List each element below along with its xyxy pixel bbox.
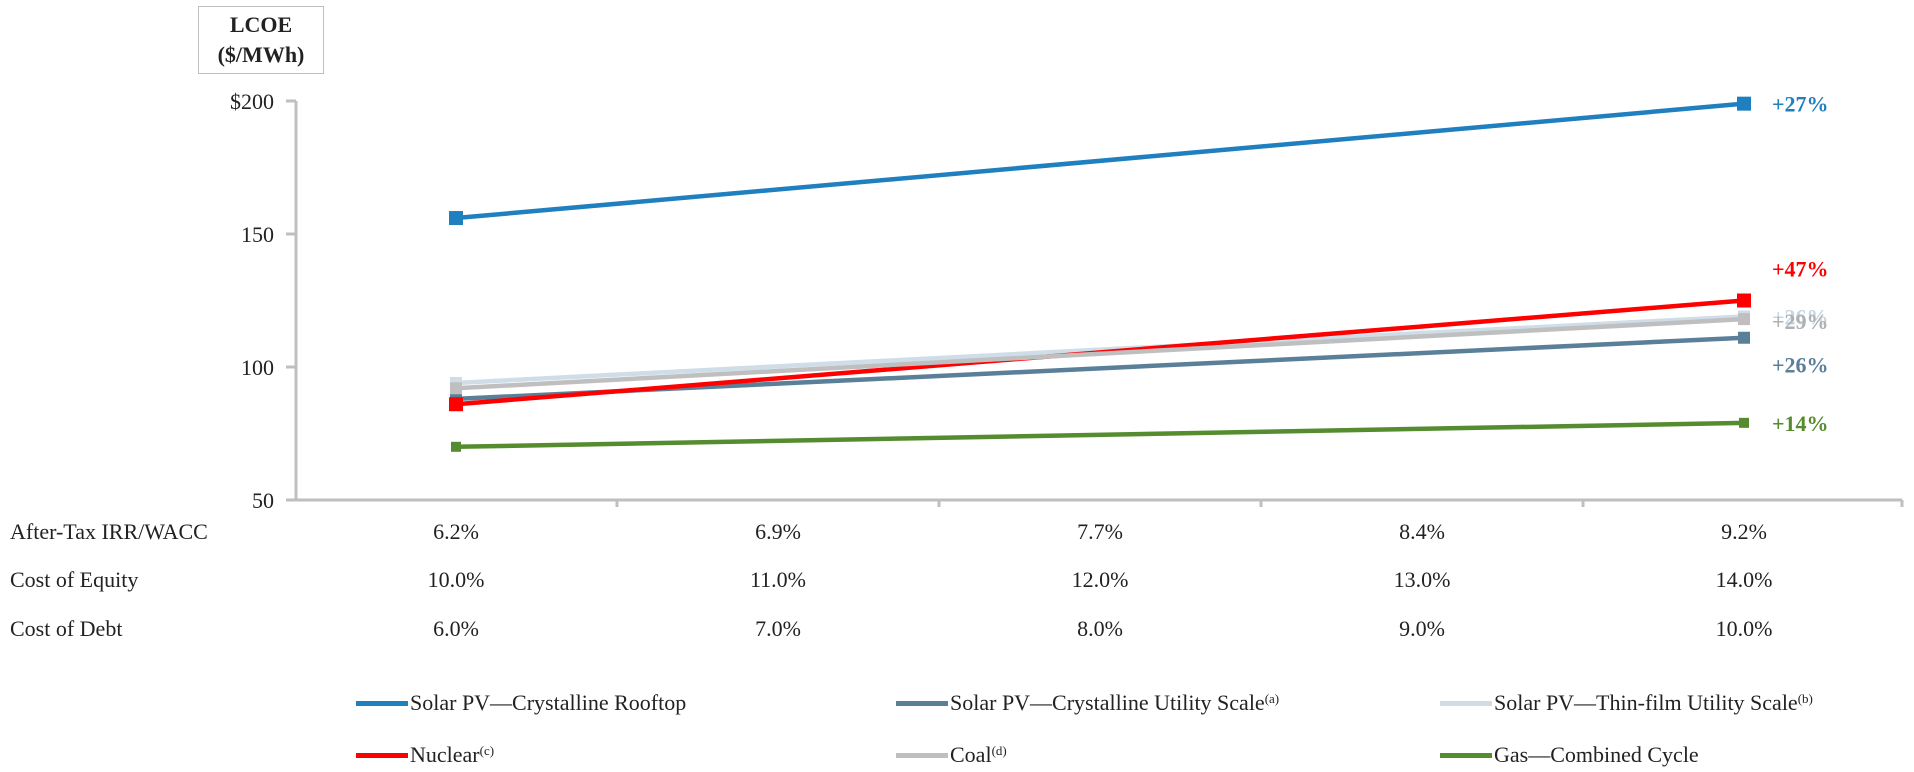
- x-tick-label: 8.0%: [1077, 616, 1123, 641]
- series-end-label: +26%: [1772, 353, 1829, 378]
- series-end-label: +29%: [1772, 309, 1829, 334]
- x-tick-label: 9.0%: [1399, 616, 1445, 641]
- series-line: [455, 101, 1745, 221]
- series-end-label: +14%: [1772, 411, 1829, 436]
- x-tick-label: 8.4%: [1399, 519, 1445, 544]
- y-axis-label-line-1: LCOE: [229, 12, 293, 37]
- x-row-label: Cost of Debt: [10, 616, 122, 641]
- y-tick-label: 100: [241, 355, 274, 380]
- y-axis-label-box: LCOE ($/MWh): [198, 6, 324, 74]
- legend-label: Nuclear: [410, 742, 480, 767]
- series-line: [455, 316, 1745, 391]
- x-tick-label: 9.2%: [1721, 519, 1767, 544]
- x-row-label: After-Tax IRR/WACC: [10, 519, 208, 544]
- legend-footnote: (b): [1797, 691, 1813, 706]
- series-marker: [1737, 293, 1751, 308]
- legend-label: Gas—Combined Cycle: [1494, 742, 1699, 767]
- legend-swatch: [1440, 752, 1492, 758]
- legend-item: Solar PV—Crystalline Utility Scale (a): [896, 690, 1279, 716]
- legend-swatch: [1440, 700, 1492, 706]
- y-tick-label: 150: [241, 222, 274, 247]
- x-tick-label: 12.0%: [1072, 567, 1129, 592]
- legend-swatch: [356, 752, 408, 758]
- legend-label: Coal: [950, 742, 992, 767]
- series-marker: [451, 441, 461, 452]
- series-marker: [449, 211, 463, 226]
- legend-item: Coal (d): [896, 742, 1007, 768]
- chart-legend: Solar PV—Crystalline Rooftop Solar PV—Cry…: [0, 680, 1914, 772]
- y-tick-label: 50: [252, 488, 274, 513]
- y-tick-label: $200: [230, 89, 274, 114]
- series-marker: [1739, 417, 1749, 428]
- x-tick-label: 10.0%: [428, 567, 485, 592]
- x-tick-label: 13.0%: [1394, 567, 1451, 592]
- x-tick-label: 7.7%: [1077, 519, 1123, 544]
- legend-footnote: (d): [991, 743, 1007, 758]
- x-tick-label: 7.0%: [755, 616, 801, 641]
- series-marker: [1737, 96, 1751, 111]
- x-tick-label: 14.0%: [1716, 567, 1773, 592]
- series-line: [455, 314, 1745, 386]
- legend-item: Solar PV—Thin-film Utility Scale (b): [1440, 690, 1813, 716]
- x-row-label: Cost of Equity: [10, 567, 138, 592]
- legend-label: Solar PV—Thin-film Utility Scale: [1494, 690, 1798, 715]
- legend-swatch: [896, 752, 948, 758]
- legend-item: Gas—Combined Cycle: [1440, 742, 1699, 768]
- series-marker: [1738, 331, 1750, 344]
- series-marker: [1738, 313, 1750, 326]
- legend-swatch: [896, 700, 948, 706]
- legend-footnote: (a): [1264, 691, 1280, 706]
- legend-label: Solar PV—Crystalline Rooftop: [410, 690, 687, 715]
- legend-swatch: [356, 700, 408, 706]
- y-axis-label-line-2: ($/MWh): [217, 42, 305, 67]
- legend-item: Nuclear (c): [356, 742, 494, 768]
- x-tick-label: 11.0%: [750, 567, 806, 592]
- legend-label: Solar PV—Crystalline Utility Scale: [950, 690, 1265, 715]
- series-marker: [450, 382, 462, 395]
- legend-item: Solar PV—Crystalline Rooftop: [356, 690, 686, 716]
- chart-plot-area: $200 150 100 50 After-Tax IRR/WACC 6.2% 6.9% 7.…: [10, 89, 1904, 641]
- series-marker: [449, 397, 463, 412]
- x-tick-label: 6.2%: [433, 519, 479, 544]
- series-end-label: +26%: [1772, 304, 1829, 329]
- series-end-label: +47%: [1772, 257, 1829, 282]
- x-tick-label: 10.0%: [1716, 616, 1773, 641]
- series-line: [455, 420, 1745, 450]
- x-tick-label: 6.9%: [755, 519, 801, 544]
- x-tick-label: 6.0%: [433, 616, 479, 641]
- series-end-label: +27%: [1772, 92, 1829, 117]
- legend-footnote: (c): [479, 743, 495, 758]
